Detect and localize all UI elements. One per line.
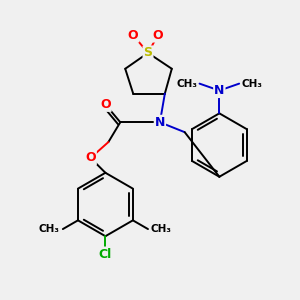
Text: N: N — [155, 116, 165, 129]
Text: O: O — [100, 98, 111, 111]
Text: O: O — [153, 28, 163, 42]
Text: N: N — [214, 84, 224, 97]
Text: CH₃: CH₃ — [39, 224, 60, 234]
Text: O: O — [85, 152, 96, 164]
Text: O: O — [128, 28, 139, 42]
Text: S: S — [143, 46, 152, 59]
Text: CH₃: CH₃ — [241, 79, 262, 88]
Text: CH₃: CH₃ — [151, 224, 172, 234]
Text: Cl: Cl — [99, 248, 112, 260]
Text: CH₃: CH₃ — [177, 79, 198, 88]
